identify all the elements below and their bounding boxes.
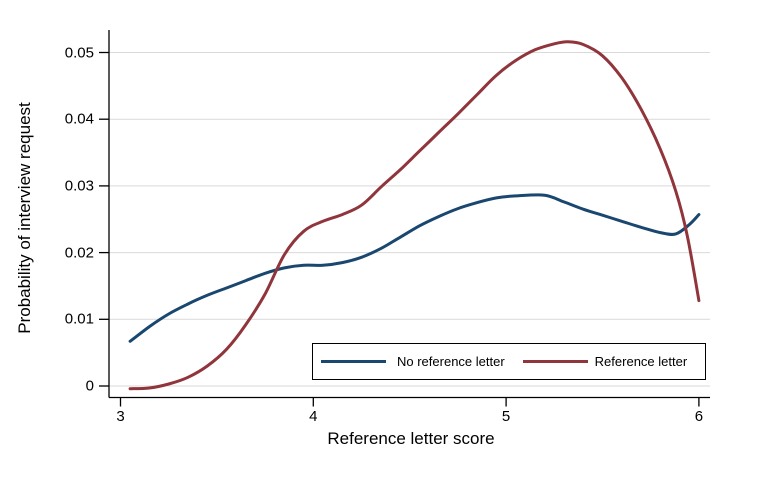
- y-tick-label-004: 0.04: [64, 110, 94, 128]
- y-tick-label-001: 0.01: [64, 310, 94, 328]
- x-axis-title: Reference letter score: [327, 429, 495, 448]
- y-tick-label-002: 0.02: [64, 244, 94, 262]
- legend-swatch-reference-letter: [522, 360, 588, 363]
- x-tick-label-5: 5: [501, 408, 511, 425]
- y-axis-title: Probability of interview request: [15, 102, 34, 334]
- legend-swatch-no-reference-letter: [321, 360, 386, 363]
- x-tick-label-4: 4: [309, 408, 318, 425]
- legend: No reference letter Reference letter: [312, 343, 706, 380]
- series-line-reference-letter: [128, 40, 701, 391]
- legend-label-reference-letter: Reference letter: [594, 354, 688, 369]
- x-tick-label-3: 3: [116, 408, 125, 425]
- x-tick-label-6: 6: [694, 408, 704, 425]
- y-tick-label-003: 0.03: [64, 177, 94, 195]
- y-tick-label-0: 0: [85, 377, 94, 395]
- y-tick-label-005: 0.05: [64, 44, 94, 61]
- legend-label-no-reference-letter: No reference letter: [397, 354, 505, 369]
- series-line-no-reference-letter: [128, 193, 701, 343]
